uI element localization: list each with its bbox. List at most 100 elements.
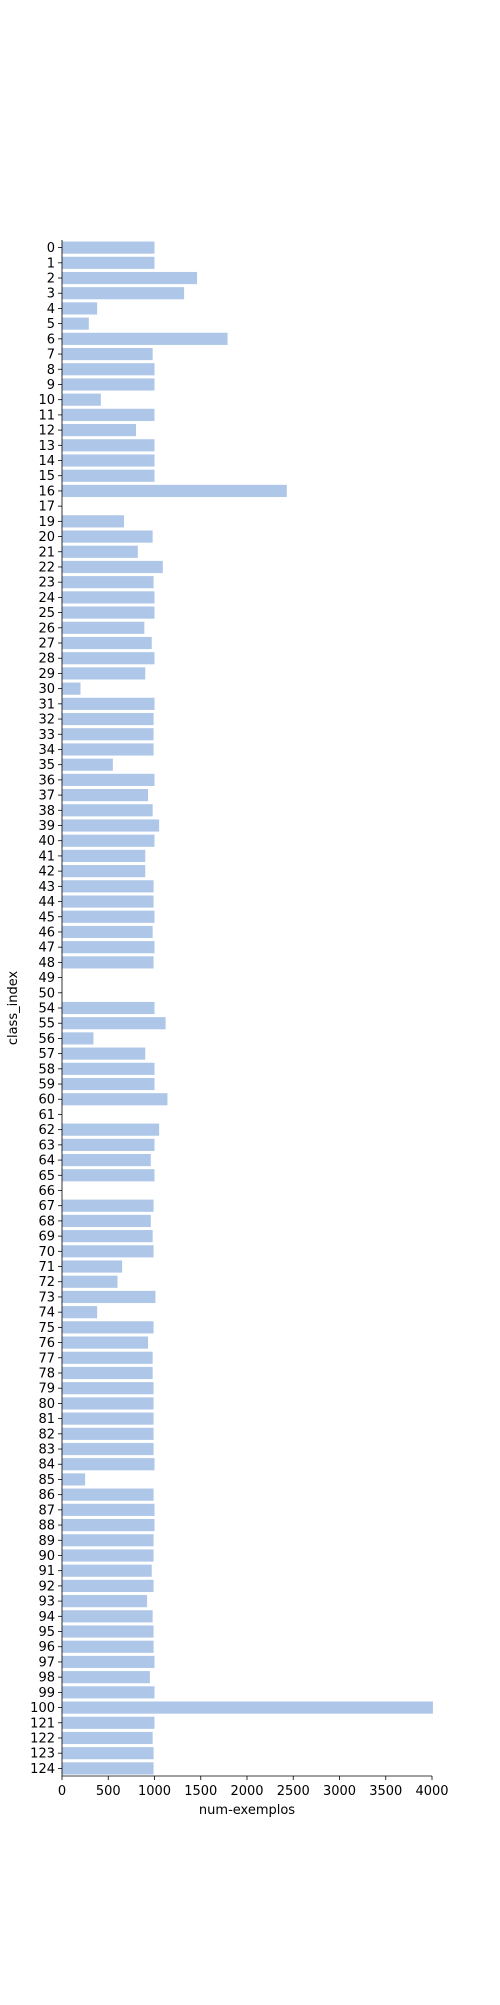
y-tick-label: 57 [38,1047,55,1062]
y-tick-label: 66 [38,1184,55,1199]
y-tick-label: 36 [38,773,55,788]
y-tick-label: 67 [38,1199,55,1214]
bar-class-83 [62,1442,154,1456]
y-tick-label: 91 [38,1564,55,1579]
x-tick-label: 3500 [369,1784,402,1799]
y-tick-label: 31 [38,697,55,712]
y-tick-label: 22 [38,560,55,575]
bar-class-27 [62,636,152,650]
bar-class-89 [62,1534,154,1547]
bar-class-73 [62,1290,156,1304]
bar-class-124 [62,1762,154,1775]
bar-class-55 [62,1017,166,1030]
y-tick-label: 27 [38,637,55,652]
y-tick-label: 14 [38,454,55,469]
y-tick-label: 84 [38,1458,55,1473]
x-tick-label: 1500 [184,1784,217,1799]
bar-class-2 [62,271,198,285]
y-tick-label: 34 [38,743,55,758]
bar-class-31 [62,697,155,710]
bar-class-22 [62,560,163,574]
bar-class-87 [62,1503,155,1516]
y-tick-label: 20 [38,530,55,545]
y-tick-label: 90 [38,1549,55,1564]
bar-class-56 [62,1032,94,1045]
bar-class-92 [62,1579,154,1592]
y-tick-label: 92 [38,1579,55,1594]
y-tick-label: 33 [38,728,55,743]
bar-class-48 [62,956,154,969]
bar-class-95 [62,1625,154,1638]
y-tick-label: 59 [38,1078,55,1093]
bar-class-59 [62,1077,155,1091]
y-tick-label: 2 [47,272,55,287]
y-tick-label: 6 [47,332,55,347]
y-tick-label: 89 [38,1534,55,1549]
bar-class-9 [62,378,155,391]
bar-class-80 [62,1397,154,1410]
bar-class-96 [62,1640,154,1653]
bar-class-39 [62,819,160,832]
bar-class-24 [62,591,155,604]
y-tick-label: 49 [38,971,55,986]
bar-class-0 [62,241,155,254]
bar-class-77 [62,1351,153,1364]
bar-class-21 [62,545,138,558]
y-tick-label: 23 [38,576,55,591]
y-tick-label: 68 [38,1214,55,1229]
y-tick-label: 62 [38,1123,55,1138]
bar-class-65 [62,1169,155,1182]
y-tick-label: 47 [38,941,55,956]
bar-class-58 [62,1062,155,1075]
y-tick-label: 87 [38,1503,55,1518]
y-tick-label: 56 [38,1032,55,1047]
bar-class-3 [62,287,185,300]
y-tick-label: 99 [38,1686,55,1701]
bar-class-33 [62,728,154,741]
bar-class-90 [62,1549,154,1562]
y-tick-label: 12 [38,424,55,439]
bar-class-121 [62,1716,155,1729]
y-tick-label: 21 [38,545,55,560]
y-tick-label: 94 [38,1610,55,1625]
bar-class-40 [62,834,155,847]
y-tick-label: 48 [38,956,55,971]
bar-class-46 [62,925,153,939]
y-tick-label: 25 [38,606,55,621]
bar-class-62 [62,1123,160,1136]
bar-class-99 [62,1686,155,1699]
y-tick-label: 100 [30,1701,55,1716]
y-tick-label: 4 [47,302,55,317]
y-tick-label: 76 [38,1336,55,1351]
y-tick-label: 26 [38,621,55,636]
bar-class-7 [62,347,153,361]
bar-class-8 [62,363,155,376]
bar-class-12 [62,424,136,437]
y-tick-label: 79 [38,1382,55,1397]
y-tick-label: 37 [38,789,55,804]
y-tick-label: 55 [38,1017,55,1032]
y-tick-label: 98 [38,1671,55,1686]
y-tick-label: 82 [38,1427,55,1442]
y-tick-label: 58 [38,1062,55,1077]
y-tick-label: 95 [38,1625,55,1640]
y-tick-label: 81 [38,1412,55,1427]
x-tick-label: 2500 [277,1784,310,1799]
bar-class-32 [62,712,154,726]
y-tick-label: 24 [38,591,55,606]
y-tick-label: 5 [47,317,55,332]
y-axis-label: class_index [6,971,21,1046]
y-tick-label: 121 [30,1716,55,1731]
bar-class-94 [62,1610,153,1623]
bar-class-1 [62,256,155,269]
axes: 0123456789101112131415161719202122232425… [30,240,449,1799]
y-tick-label: 83 [38,1443,55,1458]
bar-class-76 [62,1336,149,1349]
bar-class-4 [62,302,98,315]
bar-class-13 [62,439,155,452]
bars [62,241,433,1775]
bar-class-10 [62,393,101,406]
y-tick-label: 72 [38,1275,55,1290]
